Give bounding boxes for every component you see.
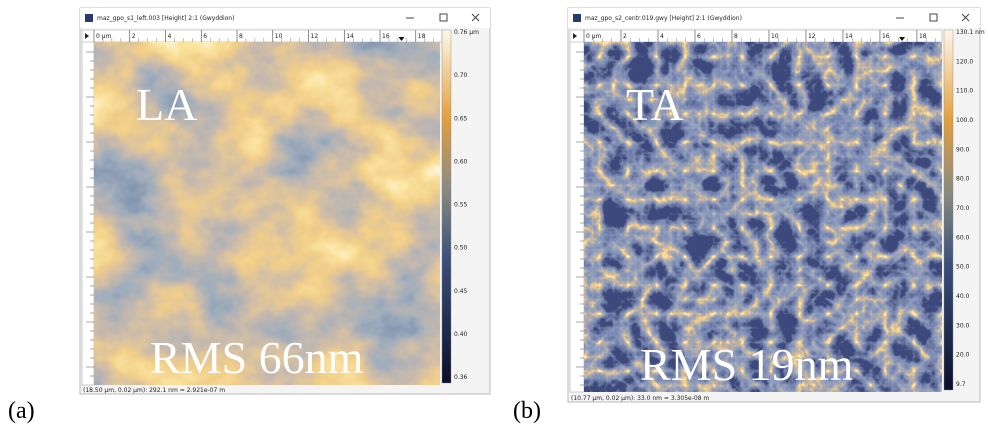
color-scale-label: 70.0: [956, 205, 970, 212]
ruler-label: 4: [660, 33, 664, 40]
gwyddion-window: maz_gpo_s1_left.003 [Height] 2:1 (Gwyddi…: [80, 8, 490, 394]
left-ruler: [570, 42, 584, 392]
color-scale-label: 130.1 nm: [956, 29, 985, 36]
sample-label: TA: [626, 79, 684, 130]
color-scale-label: 120.0: [956, 58, 973, 65]
color-scale-label: 0.55: [454, 202, 468, 209]
gwyddion-window: maz_gpo_s2_centr.019.gwy [Height] 2:1 (G…: [568, 8, 985, 402]
color-scale-label: 60.0: [956, 234, 970, 241]
ruler-label: 16: [382, 33, 390, 40]
color-scale: [442, 30, 451, 383]
ruler-label: 6: [203, 33, 207, 40]
ruler-label: 12: [311, 33, 319, 40]
rms-label: RMS 66nm: [150, 332, 364, 383]
color-scale-label: 30.0: [956, 322, 970, 329]
ruler-label: 8: [734, 33, 738, 40]
ruler-label: 2: [623, 33, 627, 40]
ruler-label: 6: [697, 33, 701, 40]
status-bar: (10.77 μm, 0.02 μm): 33.0 nm = 3.305e-08…: [571, 395, 709, 402]
window-title: maz_gpo_s1_left.003 [Height] 2:1 (Gwyddi…: [97, 15, 234, 22]
color-scale-label: 0.60: [454, 158, 468, 165]
ruler-label: 18: [919, 33, 927, 40]
panel-label: (b): [513, 398, 541, 424]
rms-label: RMS 19nm: [640, 339, 854, 390]
ruler-label: 12: [808, 33, 816, 40]
color-scale-label: 0.36: [454, 374, 468, 381]
left-ruler: [82, 42, 94, 385]
color-scale-label: 80.0: [956, 176, 970, 183]
ruler-label: 0 μm: [586, 33, 602, 40]
ruler-label: 0 μm: [96, 33, 112, 40]
ruler-label: 4: [168, 33, 172, 40]
ruler-label: 10: [771, 33, 779, 40]
page: {"panels": [ {"label": "(a)", "window_ti…: [0, 0, 988, 424]
app-icon: [85, 14, 93, 22]
color-scale-label: 0.50: [454, 245, 468, 252]
ruler-label: 14: [346, 33, 354, 40]
color-scale-label: 100.0: [956, 117, 973, 124]
figure: maz_gpo_s1_left.003 [Height] 2:1 (Gwyddi…: [0, 0, 988, 424]
color-scale-label: 110.0: [956, 88, 973, 95]
sample-label: LA: [136, 79, 197, 130]
ruler-label: 10: [275, 33, 283, 40]
status-bar: (18.50 μm, 0.02 μm): 292.1 nm = 2.921e-0…: [83, 387, 225, 394]
color-scale-label: 0.70: [454, 72, 468, 79]
app-icon: [573, 14, 581, 22]
ruler-label: 16: [882, 33, 890, 40]
color-scale-label: 0.40: [454, 331, 468, 338]
panel-label: (a): [8, 398, 35, 424]
window-title: maz_gpo_s2_centr.019.gwy [Height] 2:1 (G…: [585, 15, 742, 22]
color-scale-label: 0.76 μm: [454, 29, 479, 36]
color-scale-label: 90.0: [956, 146, 970, 153]
ruler-label: 14: [845, 33, 853, 40]
color-scale: [944, 30, 953, 390]
color-scale-label: 0.65: [454, 115, 468, 122]
ruler-label: 8: [239, 33, 243, 40]
ruler-label: 18: [418, 33, 426, 40]
color-scale-label: 0.45: [454, 288, 468, 295]
color-scale-label: 40.0: [956, 293, 970, 300]
color-scale-label: 9.7: [956, 381, 966, 388]
color-scale-label: 50.0: [956, 264, 970, 271]
color-scale-label: 20.0: [956, 352, 970, 359]
ruler-label: 2: [132, 33, 136, 40]
